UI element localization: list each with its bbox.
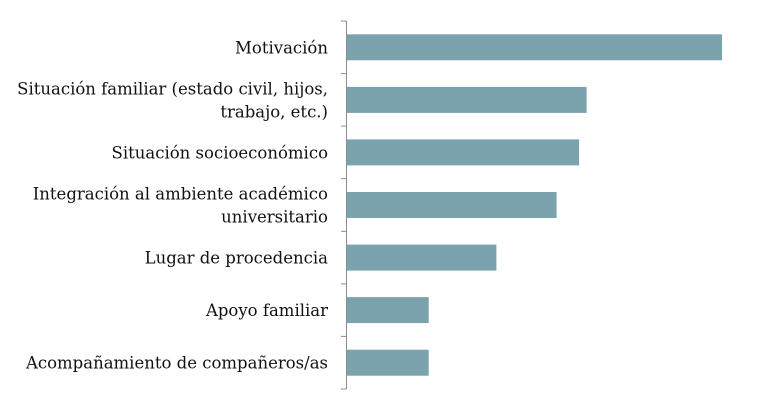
bar [346,349,429,376]
category-label-line: Situación familiar (estado civil, hijos, [17,79,328,98]
category-label-line: trabajo, etc.) [220,102,328,121]
bar [346,244,497,271]
category-label: Acompañamiento de compañeros/as [25,354,328,373]
category-label-line: Acompañamiento de compañeros/as [25,354,328,373]
category-label: Situación familiar (estado civil, hijos,… [17,79,328,121]
category-label-line: Situación socioeconómico [112,143,329,162]
category-label-line: Lugar de procedencia [145,249,329,268]
category-label-line: Motivación [235,38,328,57]
category-label: Situación socioeconómico [112,143,329,162]
category-label: Lugar de procedencia [145,249,329,268]
bar [346,192,557,218]
category-label: Apoyo familiar [205,301,328,320]
category-labels: Motivación Situación familiar (estado civ… [17,38,328,372]
category-label-line: universitario [221,208,328,227]
category-label: Motivación [235,38,328,57]
bar [346,139,580,166]
category-label-line: Integración al ambiente académico [33,185,328,204]
category-axis [341,20,347,390]
category-label-line: Apoyo familiar [205,301,328,320]
bar [346,86,587,113]
category-label: Integración al ambiente académico univers… [33,185,328,227]
bar [346,34,722,61]
bar [346,297,429,324]
bars-layer [346,34,722,376]
